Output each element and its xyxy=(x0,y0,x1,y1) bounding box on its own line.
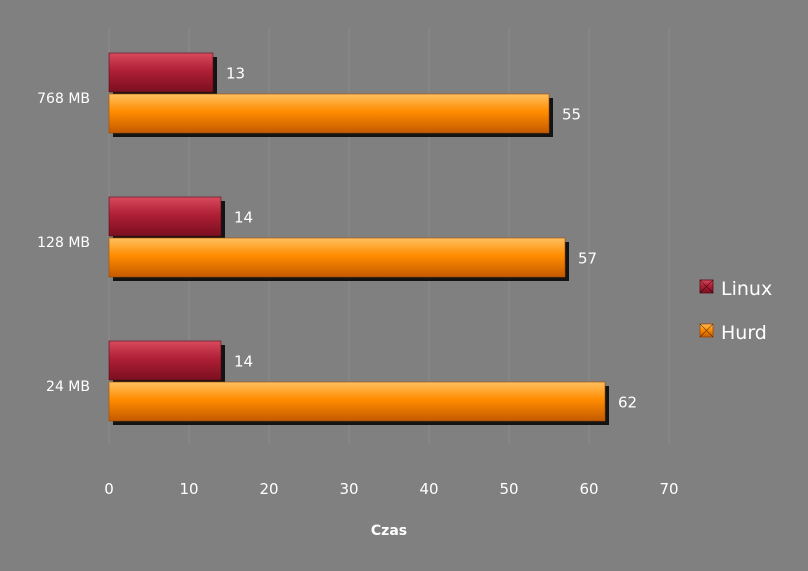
x-tick-label: 70 xyxy=(659,480,678,498)
data-label: 62 xyxy=(618,394,637,412)
data-label: 14 xyxy=(234,353,253,371)
x-tick-label: 50 xyxy=(499,480,518,498)
bars xyxy=(108,52,609,425)
x-tick-label: 40 xyxy=(419,480,438,498)
legend-label-hurd: Hurd xyxy=(721,322,767,344)
data-label: 55 xyxy=(562,106,581,124)
legend-swatch-mark xyxy=(699,323,714,338)
x-axis-title: Czas xyxy=(371,523,407,539)
bar-linux xyxy=(108,196,222,237)
category-label: 128 MB xyxy=(37,235,90,251)
legend-label-linux: Linux xyxy=(721,278,772,300)
bar-hurd xyxy=(108,237,566,278)
bar-linux xyxy=(108,340,222,381)
legend: Linux Hurd xyxy=(699,278,772,344)
data-label: 57 xyxy=(578,250,597,268)
category-label: 768 MB xyxy=(37,91,90,107)
bar-hurd xyxy=(108,381,606,422)
x-tick-label: 10 xyxy=(179,480,198,498)
bar-linux xyxy=(108,52,214,93)
legend-swatch-mark xyxy=(699,279,714,294)
x-tick-label: 20 xyxy=(259,480,278,498)
data-label: 13 xyxy=(226,65,245,83)
bar-hurd xyxy=(108,93,550,134)
category-label: 24 MB xyxy=(46,379,90,395)
x-tick-label: 30 xyxy=(339,480,358,498)
x-tick-label: 0 xyxy=(104,480,114,498)
data-label: 14 xyxy=(234,209,253,227)
labels: 0 10 20 30 40 50 60 70 768 MB 13 55 128 MB 14 57 24 MB… xyxy=(37,65,678,499)
x-tick-label: 60 xyxy=(579,480,598,498)
